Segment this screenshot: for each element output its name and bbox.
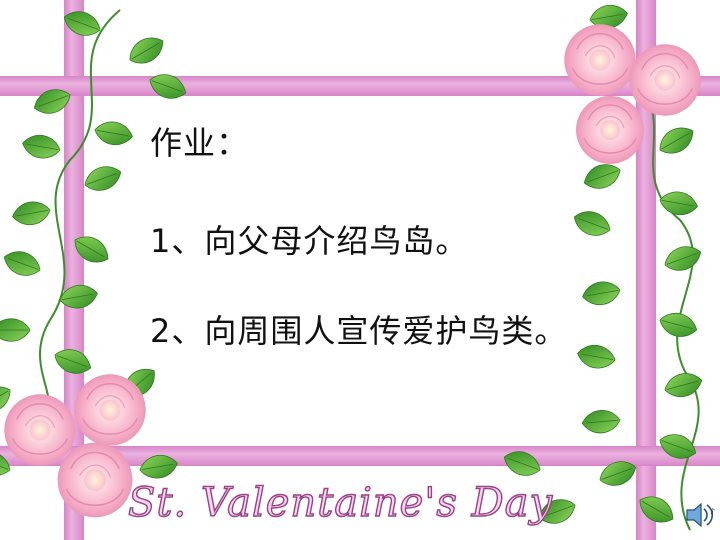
valentines-script-text: St. Valentaine's Day (127, 479, 554, 526)
homework-item-2: 2、向周围人宣传爱护鸟类。 (150, 312, 568, 350)
homework-item-1: 1、向父母介绍鸟岛。 (150, 222, 469, 260)
frame-bottom-stripe (0, 446, 720, 466)
speaker-icon[interactable]: ♪ (684, 500, 716, 530)
svg-text:♪: ♪ (710, 507, 715, 516)
homework-heading: 作业： (150, 124, 250, 162)
